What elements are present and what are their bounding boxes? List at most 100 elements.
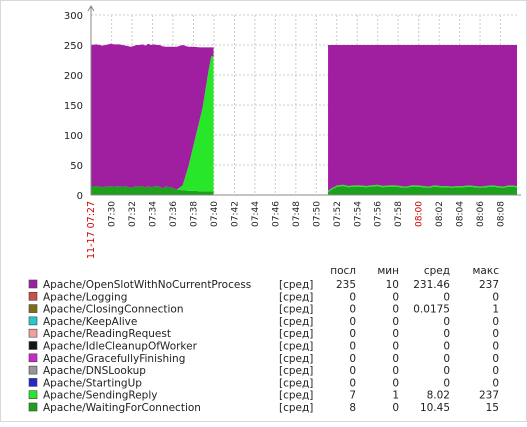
legend-value-min: 0 [392, 291, 399, 303]
legend-series-name: Apache/OpenSlotWithNoCurrentProcess [43, 279, 251, 291]
y-axis-arrow [87, 5, 95, 12]
x-tick-label: 08:02 [435, 201, 445, 227]
x-tick-label: 07:46 [271, 201, 281, 227]
legend-series-func: [сред] [279, 291, 313, 303]
legend-value-avg: 0 [443, 377, 450, 389]
segment2-waiting-area [328, 186, 517, 195]
x-tick-label: 07:54 [353, 201, 363, 227]
legend-value-avg: 10.45 [420, 402, 450, 414]
legend-value-max: 237 [479, 390, 499, 402]
legend-header-min: мин [377, 265, 399, 277]
legend-value-avg: 8.02 [427, 390, 450, 402]
legend-series-func: [сред] [279, 390, 313, 402]
x-tick-label: 08:00 [415, 201, 425, 227]
legend-value-min: 0 [392, 316, 399, 328]
x-start-label: 11-17 07:27 [86, 201, 97, 259]
legend-series-func: [сред] [279, 365, 313, 377]
legend-value-min: 0 [392, 365, 399, 377]
legend-value-min: 0 [392, 328, 399, 340]
legend-swatch [28, 316, 38, 326]
legend-value-min: 0 [392, 304, 399, 316]
legend-value-last: 0 [349, 328, 356, 340]
legend-value-last: 0 [349, 341, 356, 353]
x-tick-label: 07:42 [230, 201, 240, 227]
legend-value-last: 0 [349, 377, 356, 389]
legend-value-last: 0 [349, 304, 356, 316]
legend-value-avg: 0 [443, 291, 450, 303]
segment1-waiting-area [91, 186, 214, 195]
x-tick-label: 07:38 [189, 201, 199, 227]
legend-value-max: 1 [492, 304, 499, 316]
legend-value-avg: 0 [443, 328, 450, 340]
legend-swatch [28, 378, 38, 387]
y-tick-label: 300 [64, 11, 83, 22]
legend-header-last: посл [330, 265, 356, 277]
legend-swatch [28, 279, 38, 289]
x-tick-label: 07:40 [210, 201, 220, 227]
legend-series-name: Apache/SendingReply [43, 390, 157, 402]
legend-value-min: 0 [392, 377, 399, 389]
legend-value-max: 15 [486, 402, 499, 414]
legend-swatch [28, 291, 38, 301]
axes: 0 50 100 150 200 250 300 11-17 07:27 07:30 07:32 0… [64, 5, 521, 259]
legend-value-last: 0 [349, 316, 356, 328]
legend-value-avg: 0.0175 [413, 304, 450, 316]
legend-value-last: 235 [336, 279, 356, 291]
legend-swatch [28, 365, 38, 375]
x-tick-label: 07:58 [394, 201, 404, 227]
segment1-sending-area [91, 56, 214, 192]
x-tick-label: 07:48 [292, 201, 302, 227]
legend-series-name: Apache/GracefullyFinishing [43, 353, 185, 365]
y-tick-label: 150 [64, 101, 83, 112]
legend-value-max: 0 [492, 353, 499, 365]
x-tick-label: 07:30 [108, 201, 118, 227]
legend-value-min: 10 [386, 279, 399, 291]
legend-value-min: 0 [392, 402, 399, 414]
legend-series-func: [сред] [279, 402, 313, 414]
legend-value-min: 0 [392, 341, 399, 353]
legend-value-last: 0 [349, 291, 356, 303]
legend-value-last: 7 [349, 390, 356, 402]
legend-swatch [28, 341, 38, 350]
legend-value-max: 0 [492, 291, 499, 303]
legend-series-name: Apache/ReadingRequest [43, 328, 171, 340]
legend-series-name: Apache/ClosingConnection [43, 304, 184, 316]
legend-swatch [28, 328, 38, 338]
legend-swatch [28, 304, 38, 313]
segment2-sending-area [328, 184, 517, 192]
legend-series-func: [сред] [279, 304, 313, 316]
x-tick-label: 07:32 [128, 201, 138, 227]
x-tick-label: 07:34 [149, 201, 159, 227]
legend-value-max: 0 [492, 328, 499, 340]
x-tick-label: 08:04 [456, 201, 466, 227]
legend-value-max: 237 [479, 279, 499, 291]
legend-series-func: [сред] [279, 341, 313, 353]
legend-series-func: [сред] [279, 279, 313, 291]
x-tick-label: 08:08 [497, 201, 507, 227]
legend-header-avg: сред [424, 265, 450, 277]
legend-series-func: [сред] [279, 377, 313, 389]
y-tick-label: 200 [64, 71, 83, 82]
legend: посл мин сред макс Apache/OpenSlotWithNoCurr… [28, 265, 499, 414]
segment1-openslot-area [91, 43, 214, 190]
x-tick-label: 07:56 [374, 201, 384, 227]
legend-series-name: Apache/DNSLookup [43, 365, 146, 377]
legend-value-last: 0 [349, 353, 356, 365]
y-tick-label: 100 [64, 131, 83, 142]
legend-value-avg: 0 [443, 353, 450, 365]
legend-value-last: 0 [349, 365, 356, 377]
legend-series-func: [сред] [279, 316, 313, 328]
legend-series-name: Apache/StartingUp [43, 377, 142, 389]
legend-series-func: [сред] [279, 328, 313, 340]
legend-value-avg: 0 [443, 365, 450, 377]
legend-swatch [28, 353, 38, 363]
legend-series-name: Apache/Logging [43, 291, 127, 303]
segment2-openslot-area [328, 45, 517, 191]
legend-value-min: 1 [392, 390, 399, 402]
legend-swatch [28, 390, 38, 400]
x-tick-label: 08:06 [476, 201, 486, 227]
legend-value-min: 0 [392, 353, 399, 365]
y-tick-label: 0 [77, 191, 83, 202]
